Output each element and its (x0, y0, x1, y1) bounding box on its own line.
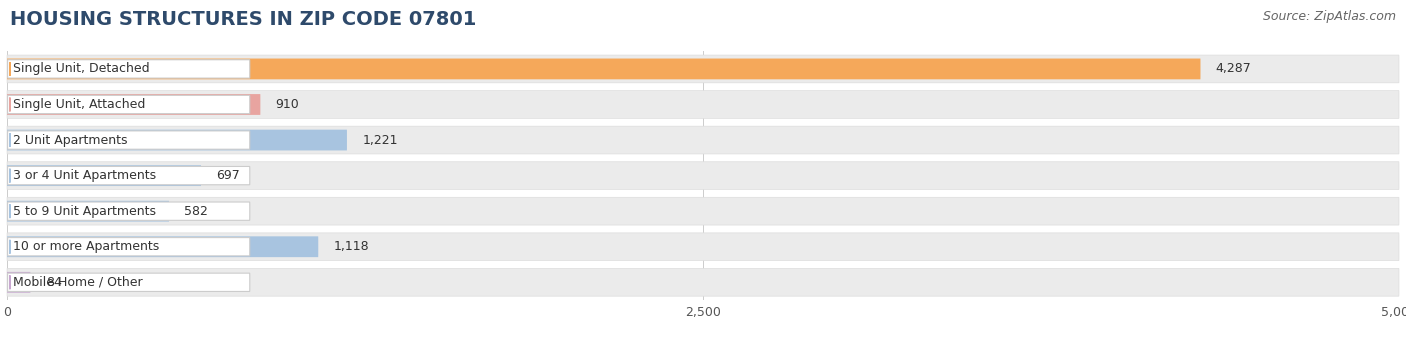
FancyBboxPatch shape (7, 166, 250, 185)
Text: HOUSING STRUCTURES IN ZIP CODE 07801: HOUSING STRUCTURES IN ZIP CODE 07801 (10, 10, 477, 29)
Text: 697: 697 (217, 169, 240, 182)
FancyBboxPatch shape (7, 55, 1399, 83)
FancyBboxPatch shape (7, 233, 1399, 261)
FancyBboxPatch shape (7, 202, 250, 220)
Text: 3 or 4 Unit Apartments: 3 or 4 Unit Apartments (13, 169, 156, 182)
FancyBboxPatch shape (7, 126, 1399, 154)
FancyBboxPatch shape (7, 236, 318, 257)
Text: 2 Unit Apartments: 2 Unit Apartments (13, 134, 128, 147)
Text: Single Unit, Attached: Single Unit, Attached (13, 98, 146, 111)
Text: 4,287: 4,287 (1216, 62, 1251, 75)
FancyBboxPatch shape (7, 201, 169, 222)
FancyBboxPatch shape (7, 272, 31, 293)
Text: 1,118: 1,118 (333, 240, 370, 253)
Text: 582: 582 (184, 205, 208, 218)
FancyBboxPatch shape (7, 268, 1399, 296)
Text: 84: 84 (46, 276, 62, 289)
Text: 1,221: 1,221 (363, 134, 398, 147)
FancyBboxPatch shape (7, 130, 347, 150)
FancyBboxPatch shape (7, 131, 250, 149)
FancyBboxPatch shape (7, 91, 1399, 118)
FancyBboxPatch shape (7, 162, 1399, 190)
FancyBboxPatch shape (7, 95, 250, 114)
FancyBboxPatch shape (7, 165, 201, 186)
FancyBboxPatch shape (7, 60, 250, 78)
Text: Mobile Home / Other: Mobile Home / Other (13, 276, 143, 289)
FancyBboxPatch shape (7, 197, 1399, 225)
FancyBboxPatch shape (7, 238, 250, 256)
FancyBboxPatch shape (7, 59, 1201, 79)
Text: Single Unit, Detached: Single Unit, Detached (13, 62, 150, 75)
Text: 10 or more Apartments: 10 or more Apartments (13, 240, 159, 253)
FancyBboxPatch shape (7, 94, 260, 115)
FancyBboxPatch shape (7, 273, 250, 292)
Text: Source: ZipAtlas.com: Source: ZipAtlas.com (1263, 10, 1396, 23)
Text: 910: 910 (276, 98, 299, 111)
Text: 5 to 9 Unit Apartments: 5 to 9 Unit Apartments (13, 205, 156, 218)
